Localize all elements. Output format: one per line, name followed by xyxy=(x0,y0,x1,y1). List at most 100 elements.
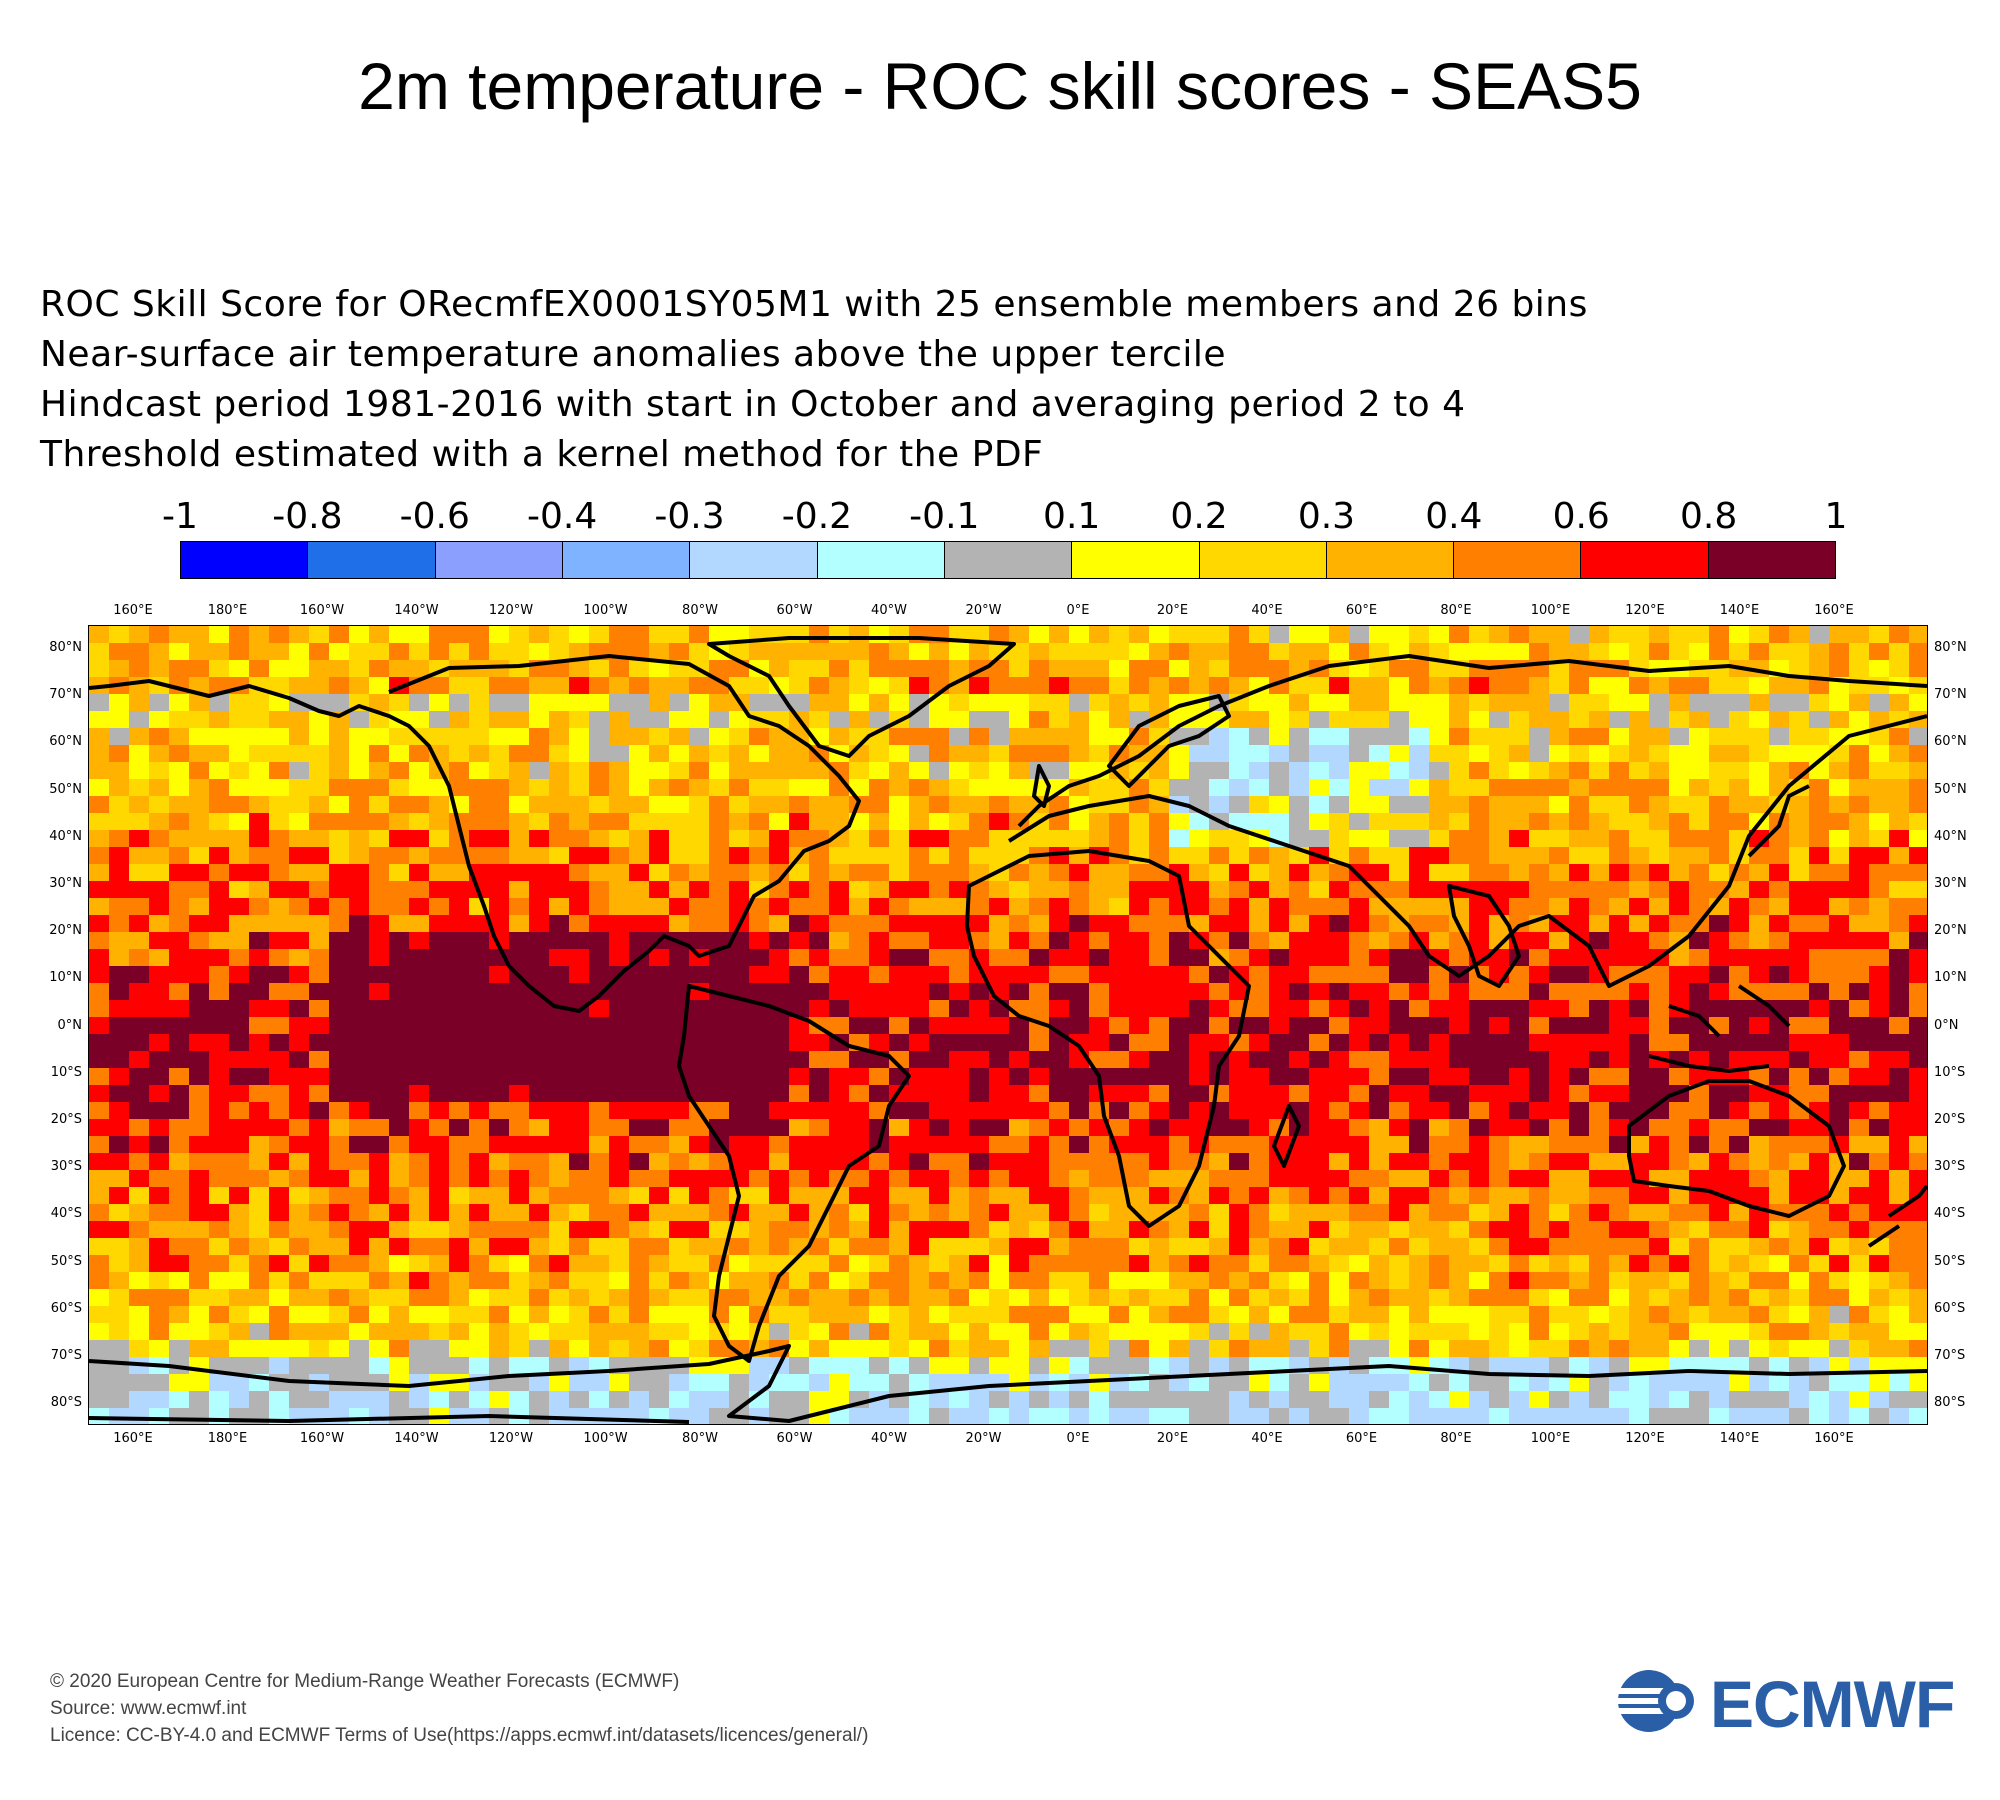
longitude-tick-label: 100°E xyxy=(1530,603,1571,618)
latitude-tick-label: 70°N xyxy=(1934,687,1967,703)
longitude-tick-label: 180°E xyxy=(207,1431,248,1446)
longitude-tick-label: 0°E xyxy=(1066,1431,1090,1446)
latitude-tick-label: 0°N xyxy=(1934,1017,1959,1033)
skill-score-map xyxy=(88,625,1928,1425)
footer: © 2020 European Centre for Medium-Range … xyxy=(50,1668,868,1749)
logo-text: ECMWF xyxy=(1710,1667,1955,1741)
latitude-tick-label: 80°N xyxy=(49,640,82,655)
longitude-tick-label: 140°W xyxy=(394,603,439,618)
colorbar-segment xyxy=(1454,542,1582,578)
colorbar-segment xyxy=(944,542,1073,578)
longitude-tick-label: 160°W xyxy=(299,1431,345,1446)
latitude-tick-label: 60°N xyxy=(49,734,82,750)
colorbar-segment xyxy=(1326,542,1455,578)
latitude-tick-label: 20°N xyxy=(49,923,82,939)
colorbar-tick-label: 0.1 xyxy=(1043,496,1101,537)
latitude-tick-label: 10°N xyxy=(49,970,82,986)
coastline-africa xyxy=(965,849,1251,1228)
longitude-tick-label: 20°E xyxy=(1156,1431,1189,1446)
colorbar-tick-label: -0.1 xyxy=(909,496,980,537)
longitude-tick-label: 140°E xyxy=(1719,603,1760,618)
colorbar-segment xyxy=(690,542,818,578)
latitude-tick-label: 30°N xyxy=(1934,876,1967,891)
longitude-tick-label: 40°E xyxy=(1251,1431,1283,1446)
longitude-tick-label: 80°W xyxy=(682,1431,718,1446)
longitude-tick-label: 120°E xyxy=(1625,603,1665,618)
longitude-tick-label: 160°E xyxy=(1814,603,1854,618)
longitude-tick-label: 100°W xyxy=(583,1431,628,1446)
ecmwf-emblem-icon xyxy=(1618,1670,1698,1732)
coastline-greenland xyxy=(707,636,1016,758)
longitude-tick-label: 40°W xyxy=(871,1431,907,1446)
colorbar-segment xyxy=(817,542,945,578)
longitude-tick-label: 60°W xyxy=(776,603,813,618)
longitude-tick-label: 120°W xyxy=(488,1431,534,1446)
colorbar-segment xyxy=(181,542,309,578)
coastline-antarctica xyxy=(89,1344,1927,1423)
latitude-tick-label: 60°S xyxy=(50,1300,82,1316)
coastlines xyxy=(89,636,1927,1424)
latitude-tick-label: 30°S xyxy=(50,1159,82,1175)
latitude-tick-label: 40°S xyxy=(50,1206,82,1222)
latitude-tick-label: 70°S xyxy=(50,1348,82,1363)
latitude-tick-label: 30°N xyxy=(49,876,82,891)
colorbar-tick-label: 0.2 xyxy=(1170,496,1228,537)
longitude-tick-label: 60°E xyxy=(1345,1431,1378,1446)
colorbar-tick-label: -0.2 xyxy=(781,496,853,537)
info-line: ROC Skill Score for ORecmfEX0001SY05M1 w… xyxy=(40,284,1588,325)
longitude-tick-label: 20°E xyxy=(1156,603,1189,618)
latitude-tick-label: 80°S xyxy=(1934,1395,1966,1411)
longitude-tick-label: 40°E xyxy=(1251,603,1283,618)
coastline-south-america xyxy=(677,984,911,1363)
longitude-tick-label: 20°W xyxy=(965,1431,1002,1446)
longitude-tick-label: 60°E xyxy=(1345,603,1378,618)
longitude-tick-label: 40°W xyxy=(871,603,907,618)
colorbar-segment xyxy=(1708,542,1836,578)
latitude-tick-label: 80°S xyxy=(50,1395,82,1411)
coastline-australia xyxy=(1627,1079,1846,1218)
longitude-tick-label: 60°W xyxy=(776,1431,813,1446)
colorbar-tick-label: 0.3 xyxy=(1297,496,1356,537)
longitude-tick-label: 100°W xyxy=(583,603,628,618)
coastline-scandinavia xyxy=(1107,694,1231,788)
info-block: ROC Skill Score for ORecmfEX0001SY05M1 w… xyxy=(40,280,1588,480)
info-line: Threshold estimated with a kernel method… xyxy=(40,434,1044,475)
latitude-tick-label: 20°S xyxy=(1934,1112,1966,1127)
coastline-north-america xyxy=(89,654,861,1013)
ecmwf-logo: ECMWF xyxy=(1616,1667,1978,1741)
colorbar-tick-label: -0.6 xyxy=(399,496,470,537)
coastline-new-zealand xyxy=(1867,1184,1927,1248)
latitude-tick-label: 70°S xyxy=(1934,1348,1966,1363)
longitude-tick-label: 20°W xyxy=(965,603,1002,618)
latitude-tick-label: 50°S xyxy=(1934,1253,1966,1269)
latitude-tick-label: 60°S xyxy=(1934,1300,1966,1316)
footer-copyright: © 2020 European Centre for Medium-Range … xyxy=(50,1671,680,1692)
longitude-tick-label: 160°E xyxy=(1814,1431,1854,1446)
latitude-tick-label: 50°N xyxy=(1934,781,1967,797)
colorbar-labels: -1 -0.8 -0.6 -0.4 -0.3 -0.2 -0.1 0.1 0.2 0.3 0.4 0.… xyxy=(0,496,2000,544)
colorbar-tick-label: 1 xyxy=(1824,496,1848,537)
colorbar xyxy=(180,541,1836,579)
longitude-tick-label: 0°E xyxy=(1066,603,1090,618)
coastline-japan xyxy=(1747,784,1810,858)
map-canvas xyxy=(89,626,1927,1424)
longitude-tick-label: 80°E xyxy=(1440,603,1472,618)
coastline-india xyxy=(1447,884,1521,988)
info-line: Hindcast period 1981-2016 with start in … xyxy=(40,384,1466,425)
info-line: Near-surface air temperature anomalies a… xyxy=(40,334,1227,375)
longitude-tick-label: 100°E xyxy=(1530,1431,1571,1446)
score-grid xyxy=(89,626,1927,1424)
latitude-tick-label: 0°N xyxy=(57,1017,83,1033)
latitude-tick-label: 20°N xyxy=(1934,923,1967,939)
colorbar-tick-label: 0.8 xyxy=(1679,496,1738,537)
colorbar-segment xyxy=(308,542,436,578)
colorbar-segment xyxy=(562,542,691,578)
chart-title: 2m temperature - ROC skill scores - SEAS… xyxy=(358,49,1642,123)
longitude-tick-label: 160°E xyxy=(113,1431,153,1446)
latitude-tick-label: 40°S xyxy=(1934,1206,1966,1222)
latitude-tick-label: 50°S xyxy=(50,1253,82,1269)
latitude-tick-label: 40°N xyxy=(1934,828,1967,844)
latitude-tick-label: 80°N xyxy=(1934,640,1967,655)
latitude-tick-label: 60°N xyxy=(1934,734,1967,750)
longitude-tick-label: 80°W xyxy=(682,603,718,618)
